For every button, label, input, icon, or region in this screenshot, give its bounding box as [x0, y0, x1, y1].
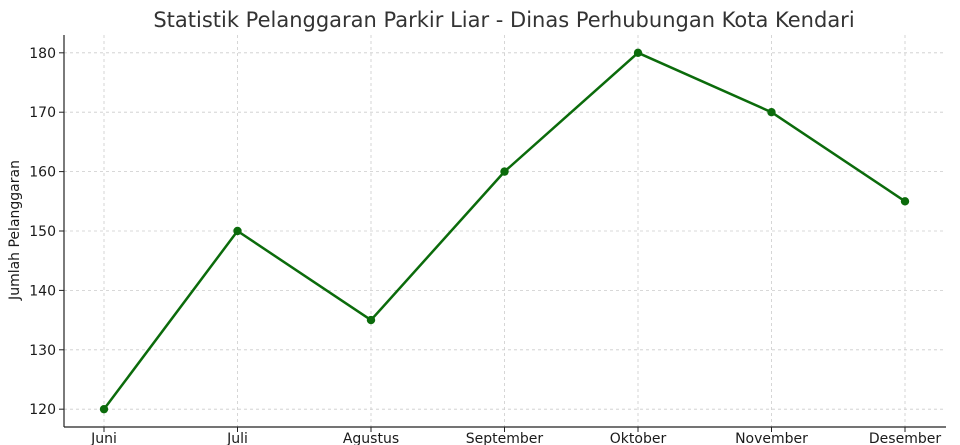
y-tick-label: 120	[29, 402, 56, 418]
y-tick-label: 140	[29, 283, 56, 299]
x-tick-label: Juni	[90, 431, 117, 445]
grid	[64, 35, 946, 427]
chart-title: Statistik Pelanggaran Parkir Liar - Dina…	[153, 8, 854, 32]
y-tick-label: 150	[29, 224, 56, 240]
y-tick-label: 180	[29, 46, 56, 62]
x-tick-label: November	[735, 431, 808, 445]
data-point	[767, 108, 776, 117]
x-tick-label: Oktober	[610, 431, 667, 445]
series	[99, 48, 910, 414]
data-point	[633, 48, 643, 58]
x-tick-label: Agustus	[343, 431, 399, 445]
data-point	[500, 167, 509, 176]
data-point	[900, 197, 910, 206]
x-tick-label: September	[466, 431, 544, 445]
y-axis-label: Jumlah Pelanggaran	[7, 160, 23, 301]
y-tick-label: 160	[29, 165, 56, 181]
data-point	[99, 404, 109, 414]
data-point	[233, 226, 242, 236]
y-tick-label: 170	[29, 105, 56, 121]
y-tick-label: 130	[29, 343, 56, 359]
x-tick-label: Desember	[869, 431, 941, 445]
ticks: 120 130 140 150 160 170 180 Juni Juli Agustus Sept…	[29, 46, 941, 445]
data-point	[366, 315, 376, 325]
x-tick-label: Juli	[226, 431, 248, 445]
